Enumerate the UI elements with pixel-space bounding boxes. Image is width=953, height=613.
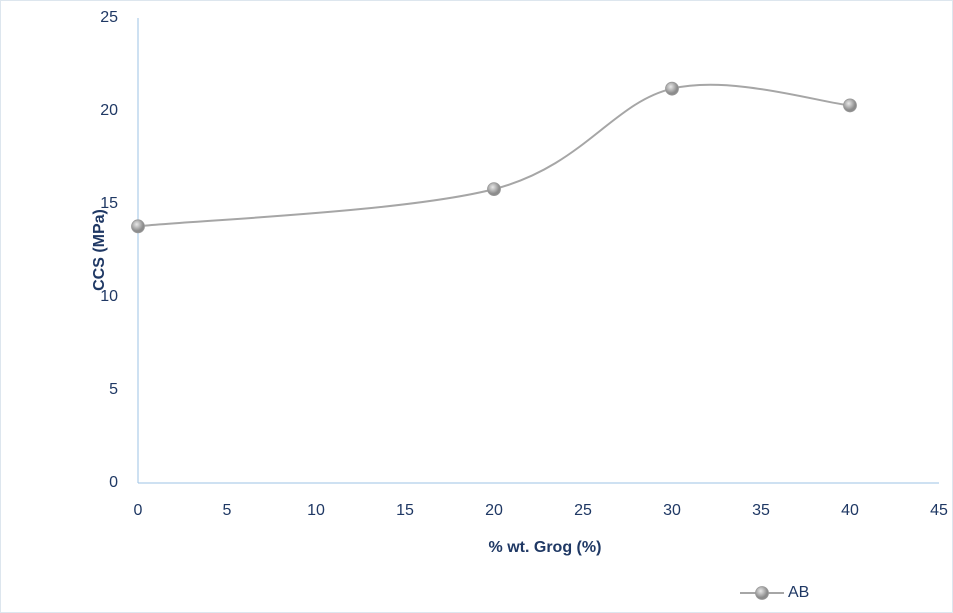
y-tick-label: 20 (100, 102, 118, 119)
y-tick-label: 15 (100, 195, 118, 212)
x-tick-label: 5 (223, 502, 232, 519)
x-tick-label: 0 (134, 502, 143, 519)
y-tick-label: 5 (109, 381, 118, 398)
x-tick-label: 15 (396, 502, 414, 519)
legend-label: AB (788, 584, 809, 601)
x-tick-label: 35 (752, 502, 770, 519)
data-point (131, 219, 145, 234)
y-tick-label: 25 (100, 9, 118, 26)
legend-marker (755, 586, 769, 600)
data-point (487, 182, 501, 197)
x-tick-label: 40 (841, 502, 859, 519)
y-tick-label: 0 (109, 474, 118, 491)
x-tick-label: 45 (930, 502, 948, 519)
x-tick-label: 20 (485, 502, 503, 519)
x-tick-label: 30 (663, 502, 681, 519)
y-tick-label: 10 (100, 288, 118, 305)
x-tick-label: 25 (574, 502, 592, 519)
data-line (137, 83, 851, 228)
x-axis-title: % wt. Grog (%) (489, 539, 602, 556)
data-point (665, 81, 679, 96)
x-tick-label: 10 (307, 502, 325, 519)
y-axis-title: CCS (MPa) (91, 209, 108, 291)
data-point (843, 98, 857, 113)
